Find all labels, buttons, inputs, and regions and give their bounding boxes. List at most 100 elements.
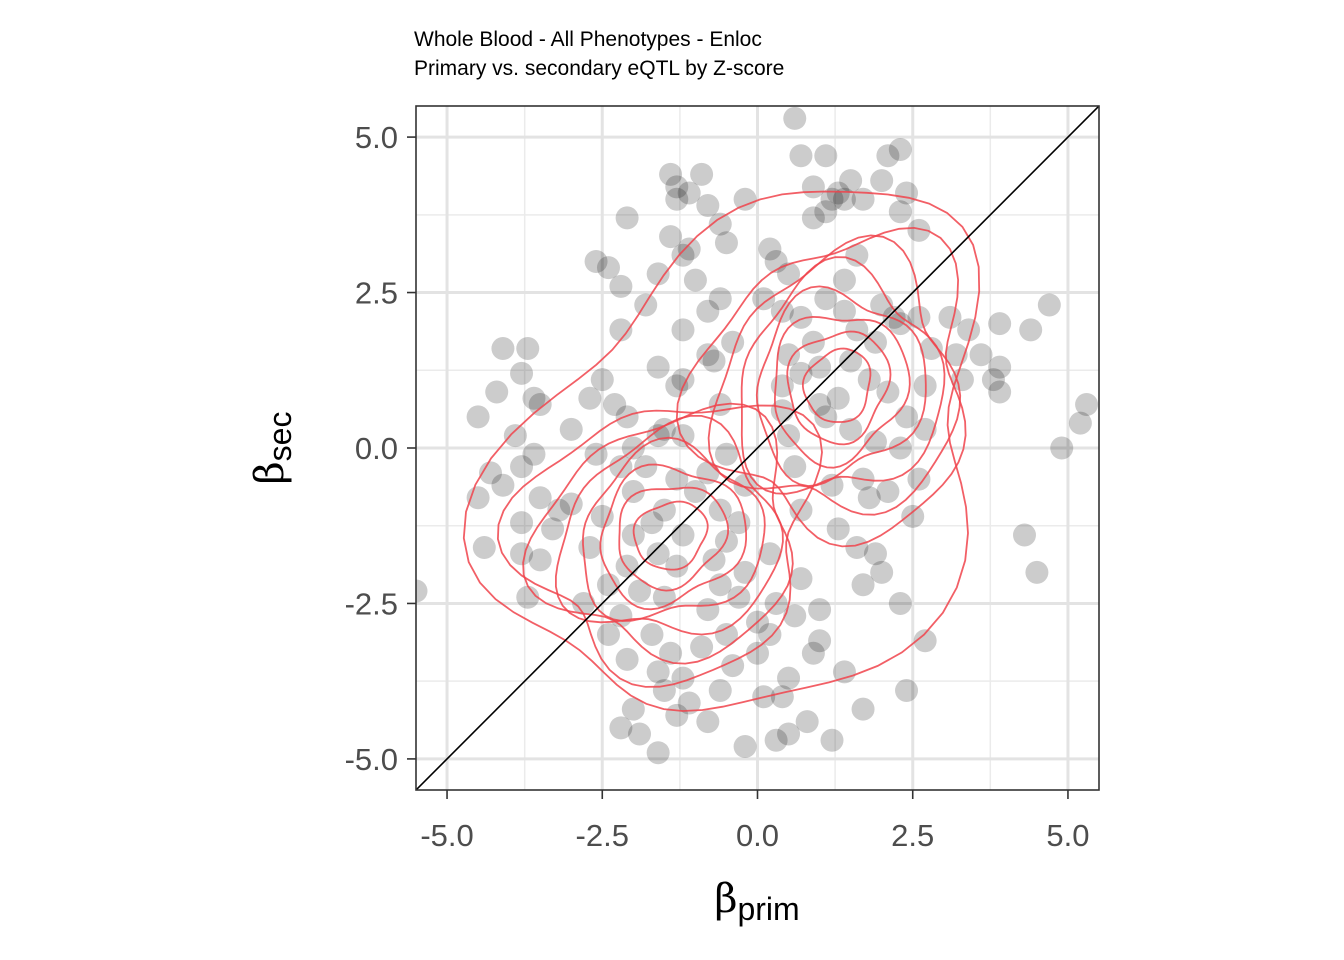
data-point — [677, 691, 701, 715]
y-tick-label: 5.0 — [355, 120, 398, 155]
density-contour — [582, 436, 766, 622]
data-point — [1068, 411, 1092, 435]
data-point — [696, 710, 720, 734]
data-point — [677, 237, 701, 261]
data-point — [702, 548, 726, 572]
identity-reference-line — [416, 106, 1099, 790]
data-point — [826, 386, 850, 410]
data-point — [677, 181, 701, 205]
data-point — [1050, 436, 1074, 460]
data-point — [907, 218, 931, 242]
data-point — [714, 442, 738, 466]
chart-subtitle: Primary vs. secondary eQTL by Z-score — [414, 57, 784, 80]
data-point — [721, 654, 745, 678]
data-point — [584, 249, 608, 273]
data-point — [528, 486, 552, 510]
density-contour — [802, 347, 872, 423]
data-point — [777, 722, 801, 746]
data-point — [876, 144, 900, 168]
data-point — [895, 679, 919, 703]
data-point — [671, 523, 695, 547]
data-point — [609, 716, 633, 740]
data-point — [510, 455, 534, 479]
data-point — [888, 591, 912, 615]
data-point — [491, 337, 515, 361]
data-point — [851, 573, 875, 597]
data-point — [839, 349, 863, 373]
data-point — [628, 579, 652, 603]
data-point — [888, 312, 912, 336]
data-point — [814, 200, 838, 224]
data-point — [510, 511, 534, 535]
data-point — [957, 318, 981, 342]
data-point — [789, 361, 813, 385]
data-point — [777, 262, 801, 286]
data-point — [1012, 523, 1036, 547]
data-point — [416, 579, 428, 603]
data-point — [777, 666, 801, 690]
density-contour — [786, 330, 892, 446]
data-point — [907, 305, 931, 329]
data-point — [615, 206, 639, 230]
data-point — [814, 287, 838, 311]
x-tick-label: 0.0 — [736, 818, 779, 853]
data-point — [826, 181, 850, 205]
data-point — [696, 299, 720, 323]
density-contour-outer — [462, 190, 981, 712]
data-point — [758, 542, 782, 566]
data-point — [783, 604, 807, 628]
density-contour — [522, 402, 794, 665]
data-point — [901, 504, 925, 528]
data-point — [596, 256, 620, 280]
data-point — [702, 349, 726, 373]
data-point — [969, 343, 993, 367]
data-point — [708, 679, 732, 703]
data-point — [528, 392, 552, 416]
data-point — [578, 386, 602, 410]
data-point — [870, 169, 894, 193]
density-contour — [707, 234, 962, 516]
data-point — [652, 679, 676, 703]
y-tick-label: 2.5 — [355, 276, 398, 311]
data-point — [522, 386, 546, 410]
data-point — [659, 225, 683, 249]
data-point — [826, 517, 850, 541]
data-point — [516, 337, 540, 361]
data-point — [665, 374, 689, 398]
data-point — [808, 355, 832, 379]
data-point — [764, 728, 788, 752]
data-point — [888, 138, 912, 162]
y-tick-label: -2.5 — [345, 586, 398, 621]
data-point — [646, 660, 670, 684]
data-point — [882, 305, 906, 329]
data-point — [733, 187, 757, 211]
data-point — [690, 162, 714, 186]
data-point — [851, 697, 875, 721]
data-point — [839, 417, 863, 441]
x-tick-label: -2.5 — [576, 818, 629, 853]
data-point — [733, 734, 757, 758]
data-point — [652, 498, 676, 522]
data-point — [708, 287, 732, 311]
data-point — [808, 598, 832, 622]
data-point — [510, 361, 534, 385]
data-point — [603, 392, 627, 416]
data-point — [615, 405, 639, 429]
data-point — [665, 175, 689, 199]
data-point — [615, 647, 639, 671]
data-point — [919, 337, 943, 361]
data-point — [696, 343, 720, 367]
density-contour — [773, 315, 911, 469]
data-point — [950, 368, 974, 392]
data-point — [795, 710, 819, 734]
data-point — [770, 685, 794, 709]
data-point — [621, 480, 645, 504]
density-contour — [632, 500, 709, 571]
data-point — [988, 380, 1012, 404]
data-point — [988, 355, 1012, 379]
data-point — [814, 144, 838, 168]
data-point — [528, 548, 552, 572]
data-point — [596, 623, 620, 647]
density-contours — [462, 190, 981, 712]
data-point — [541, 517, 565, 541]
